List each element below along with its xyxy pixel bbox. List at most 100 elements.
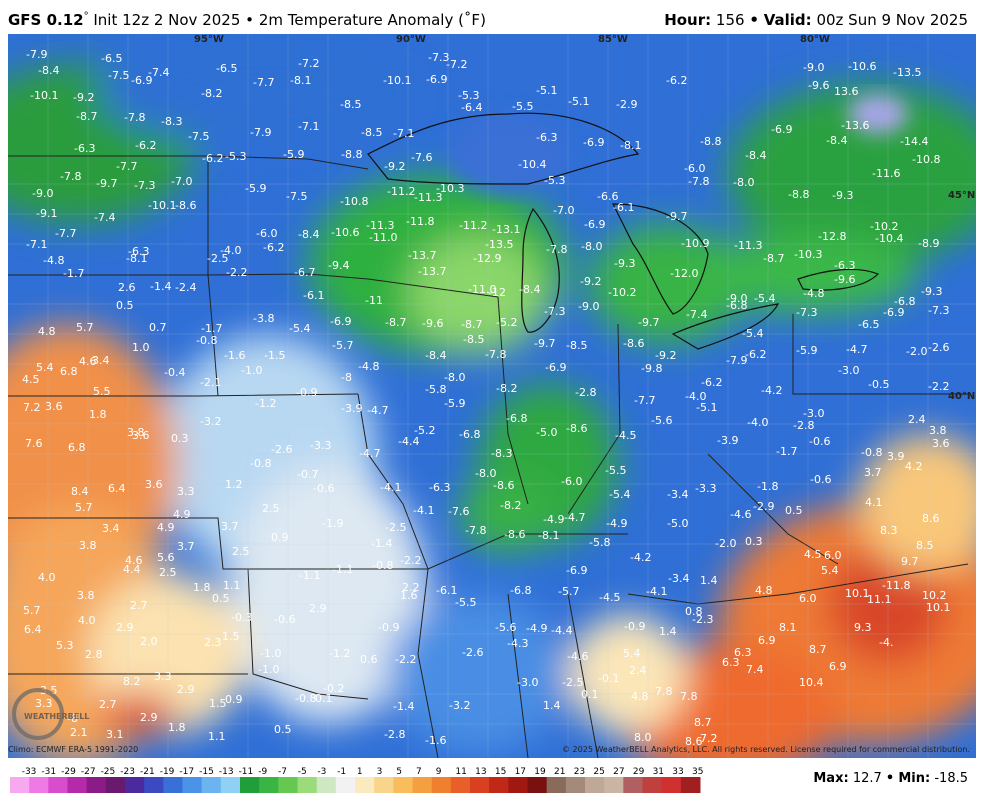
colorbar-swatch (335, 777, 356, 793)
anomaly-value: 2.5 (262, 502, 280, 515)
anomaly-value: -9.0 (578, 300, 599, 313)
max-min-stats: Max: 12.7 • Min: -18.5 (813, 771, 968, 786)
colorbar-tick-label: -25 (101, 767, 116, 777)
colorbar-tick-label: 9 (436, 767, 442, 777)
anomaly-value: 6.0 (824, 549, 842, 562)
anomaly-value: -4.1 (380, 481, 401, 494)
min-value: -18.5 (934, 771, 968, 786)
anomaly-value: -7.7 (634, 394, 655, 407)
anomaly-value: -9.2 (580, 275, 601, 288)
colorbar-tick-label: -1 (337, 767, 346, 777)
anomaly-value: -2.6 (271, 443, 292, 456)
anomaly-value: 5.4 (821, 564, 839, 577)
anomaly-value: -6.8 (506, 412, 527, 425)
anomaly-value: -5.9 (796, 344, 817, 357)
anomaly-value: 3.8 (127, 426, 145, 439)
county-grid (8, 34, 976, 758)
anomaly-value: -6.8 (459, 428, 480, 441)
anomaly-value: -7.8 (60, 170, 81, 183)
anomaly-value: 0.3 (745, 535, 763, 548)
anomaly-value: -5.6 (651, 414, 672, 427)
anomaly-value: -7.8 (465, 524, 486, 537)
anomaly-value: -4.0 (747, 416, 768, 429)
colorbar-swatch (585, 777, 605, 793)
anomaly-value: -5.5 (455, 596, 476, 609)
anomaly-value: -13.5 (485, 238, 513, 251)
anomaly-value: 4.0 (38, 571, 56, 584)
anomaly-value: -0.8 (372, 559, 393, 572)
anomaly-value: -10.1 (383, 74, 411, 87)
anomaly-value: 1.8 (193, 581, 211, 594)
anomaly-value: -1.4 (150, 280, 171, 293)
anomaly-value: -3.0 (517, 676, 538, 689)
anomaly-value: -6.2 (202, 152, 223, 165)
anomaly-value: 5.6 (157, 551, 175, 564)
colorbar-tick-label: -33 (22, 767, 37, 777)
header-right: Hour: 156 • Valid: 00z Sun 9 Nov 2025 (664, 11, 968, 29)
anomaly-value: 9.3 (854, 621, 872, 634)
anomaly-value: -5.0 (667, 517, 688, 530)
anomaly-value: -6.1 (436, 584, 457, 597)
anomaly-value: -2.6 (462, 646, 483, 659)
colorbar-swatch (105, 777, 126, 793)
anomaly-value: 4.9 (157, 521, 175, 534)
anomaly-value: -9.0 (803, 61, 824, 74)
anomaly-value: 1.0 (132, 341, 150, 354)
colorbar-tick-label: 7 (416, 767, 422, 777)
anomaly-value: 1.5 (209, 697, 227, 710)
anomaly-value: 3.7 (221, 520, 239, 533)
anomaly-value: 2.9 (140, 711, 158, 724)
anomaly-value: -10.8 (912, 153, 940, 166)
anomaly-value: 2.9 (309, 602, 327, 615)
climo-note: Climo: ECMWF ERA-5 1991-2020 (8, 745, 139, 754)
colorbar-labels: -33 -31 -29 -27 -25 -23 -21 -19 -17 -15 -13 -11 -9 -7… (22, 767, 704, 777)
colorbar-swatch (355, 777, 375, 793)
anomaly-value: 3.8 (929, 424, 947, 437)
anomaly-value: -4.0 (685, 390, 706, 403)
anomaly-value: -4.2 (761, 384, 782, 397)
anomaly-value: -8.4 (745, 149, 766, 162)
anomaly-value: -8.5 (340, 98, 361, 111)
anomaly-value: -12 (488, 286, 506, 299)
state-borders (8, 155, 969, 758)
anomaly-value: -1.6 (425, 734, 446, 747)
anomaly-value: 1.5 (222, 630, 240, 643)
lon-label-90w: 90°W (396, 34, 426, 45)
anomaly-value: -7.4 (686, 308, 707, 321)
anomaly-value: -4.7 (367, 404, 388, 417)
anomaly-value: -7.5 (286, 190, 307, 203)
anomaly-value: -5.6 (495, 621, 516, 634)
anomaly-value: -1.1 (332, 563, 353, 576)
anomaly-value: 7.2 (700, 732, 718, 745)
anomaly-value: -0.8 (250, 457, 271, 470)
anomaly-value: -2.4 (175, 281, 196, 294)
colorbar-tick-label: -21 (140, 767, 155, 777)
colorbar-swatch (470, 777, 490, 793)
anomaly-value: -7.1 (393, 127, 414, 140)
anomaly-value: -6.9 (330, 315, 351, 328)
colorbar-tick-label: 17 (515, 767, 526, 777)
anomaly-value: 5.7 (76, 321, 94, 334)
anomaly-value: -6.0 (684, 162, 705, 175)
anomaly-value: -13.7 (408, 249, 436, 262)
anomaly-value: -8.6 (623, 337, 644, 350)
anomaly-value: -8.9 (918, 237, 939, 250)
anomaly-value: -4.3 (507, 637, 528, 650)
anomaly-value: -0.4 (164, 366, 185, 379)
colorbar-swatch (642, 777, 663, 793)
anomaly-value: -6.3 (74, 142, 95, 155)
anomaly-value: -11.6 (872, 167, 900, 180)
anomaly-value: -7.8 (546, 243, 567, 256)
colorbar-swatch (489, 777, 509, 793)
anomaly-value: -4.4 (398, 435, 419, 448)
lon-label-85w: 85°W (598, 34, 628, 45)
anomaly-value: -8.4 (519, 283, 540, 296)
colorbar-tick-label: 31 (653, 767, 664, 777)
logo-text: WEATHERBELL (24, 712, 89, 721)
anomaly-value: -11.8 (406, 215, 434, 228)
temperature-anomaly-map: -7.9 -6.5-7.5 -6.9-7.4 -6.5 -7.2 -7.3-7.2-6.2… (8, 34, 976, 758)
coldest-core (448, 94, 908, 194)
anomaly-value: 2.9 (116, 621, 134, 634)
anomaly-value: -8.8 (341, 148, 362, 161)
anomaly-value: -5.2 (496, 316, 517, 329)
